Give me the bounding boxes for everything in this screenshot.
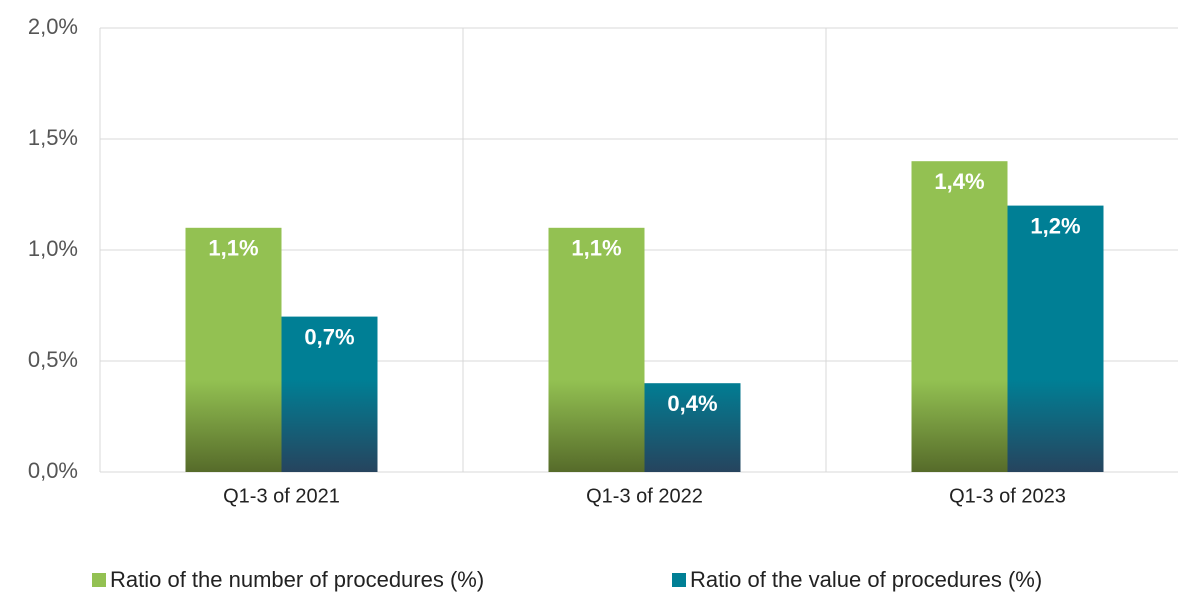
value-label: 0,4% <box>667 391 717 416</box>
bar <box>548 227 645 472</box>
y-tick-label: 0,5% <box>28 347 78 372</box>
bar <box>1007 205 1104 472</box>
value-label: 1,1% <box>571 236 621 261</box>
legend-swatch <box>672 573 686 587</box>
bar <box>185 227 282 472</box>
value-label: 0,7% <box>304 324 354 349</box>
legend-label: Ratio of the number of procedures (%) <box>110 567 484 592</box>
value-label: 1,1% <box>208 236 258 261</box>
value-label: 1,4% <box>934 169 984 194</box>
legend-label: Ratio of the value of procedures (%) <box>690 567 1042 592</box>
y-tick-label: 1,5% <box>28 125 78 150</box>
y-tick-label: 0,0% <box>28 458 78 483</box>
x-tick-label: Q1-3 of 2022 <box>586 485 703 507</box>
y-tick-label: 2,0% <box>28 14 78 39</box>
y-tick-label: 1,0% <box>28 236 78 261</box>
x-tick-label: Q1-3 of 2021 <box>223 485 340 507</box>
bar <box>281 316 378 472</box>
x-tick-label: Q1-3 of 2023 <box>949 485 1066 507</box>
bar <box>644 383 741 472</box>
bar <box>911 161 1008 472</box>
legend-swatch <box>92 573 106 587</box>
value-label: 1,2% <box>1030 213 1080 238</box>
